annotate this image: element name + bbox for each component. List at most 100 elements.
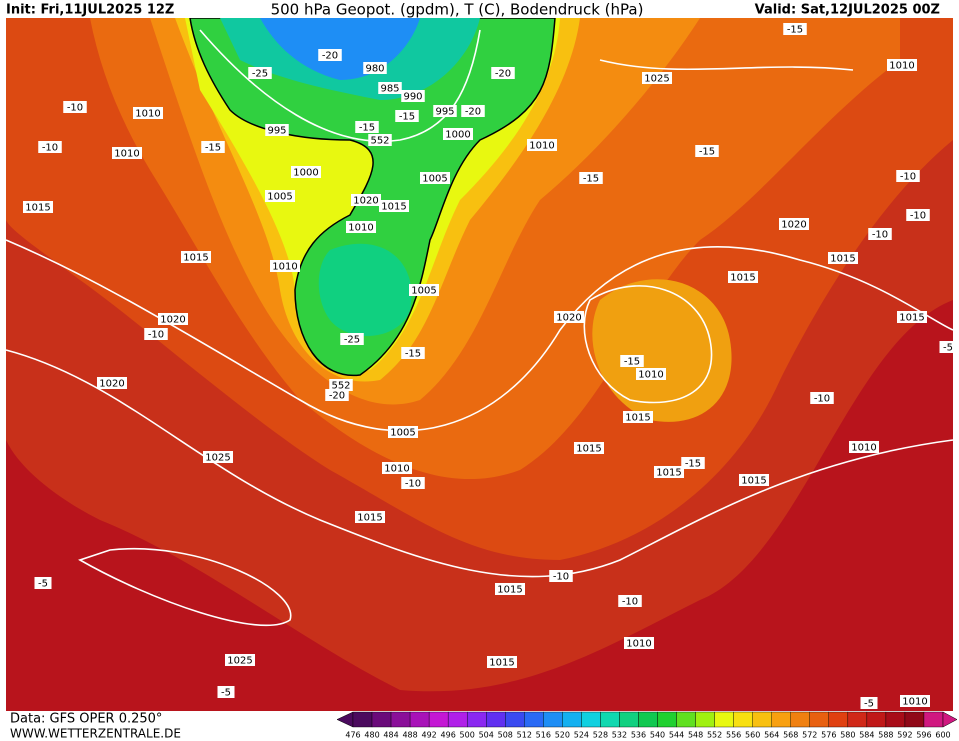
map-label: 1015 — [357, 513, 382, 524]
scale-label: 584 — [859, 731, 874, 740]
scale-swatch — [847, 711, 868, 728]
label-box — [828, 252, 858, 264]
label-box — [409, 284, 439, 296]
label-box — [554, 311, 584, 323]
map-label: -10 — [910, 211, 926, 222]
map-label: 1005 — [390, 428, 415, 439]
map-label: -15 — [583, 174, 599, 185]
map-label: 1015 — [489, 658, 514, 669]
label-box — [112, 147, 142, 159]
label-box — [487, 656, 517, 668]
label-box — [355, 121, 379, 133]
scale-swatch — [600, 711, 620, 728]
label-box — [270, 260, 300, 272]
scale-label: 552 — [707, 731, 722, 740]
label-box — [618, 595, 642, 607]
scale-swatch — [581, 711, 601, 728]
valid-time: Valid: Sat,12JUL2025 00Z — [755, 3, 940, 18]
scale-swatch — [352, 711, 373, 728]
map-label: 1020 — [556, 313, 581, 324]
label-box — [642, 72, 672, 84]
map-label: 995 — [267, 126, 286, 137]
init-time: Init: Fri,11JUL2025 12Z — [6, 3, 174, 18]
label-box — [225, 654, 255, 666]
label-box — [495, 583, 525, 595]
isobars — [5, 29, 954, 627]
scale-swatch — [562, 711, 582, 728]
label-box — [23, 201, 53, 213]
scale-label: 492 — [421, 731, 436, 740]
label-box — [636, 368, 666, 380]
map-label: -15 — [699, 147, 715, 158]
label-box — [265, 190, 295, 202]
label-box — [420, 172, 450, 184]
map-label: 1015 — [381, 202, 406, 213]
map-label: -5 — [864, 699, 874, 710]
label-box — [401, 90, 425, 102]
scale-label: 524 — [574, 731, 589, 740]
map-title: 500 hPa Geopot. (gpdm), T (C), Bodendruc… — [271, 1, 644, 19]
label-box — [201, 141, 225, 153]
scale-label: 476 — [345, 731, 360, 740]
label-box — [574, 442, 604, 454]
map-label: -20 — [322, 51, 338, 62]
scale-swatch — [866, 711, 887, 728]
label-box — [433, 105, 457, 117]
label-box — [340, 333, 364, 345]
label-box — [351, 194, 381, 206]
scale-label: 516 — [536, 731, 551, 740]
scale-label: 588 — [878, 731, 893, 740]
map-label: 1010 — [384, 464, 409, 475]
map-label: 1005 — [411, 286, 436, 297]
label-box — [378, 82, 402, 94]
scale-swatch — [904, 711, 925, 728]
scale-arrow-right — [942, 711, 958, 728]
label-box — [896, 170, 920, 182]
site-name: WWW.WETTERZENTRALE.DE — [10, 727, 181, 741]
map-label: -20 — [329, 391, 345, 402]
scale-swatch — [733, 711, 753, 728]
label-box — [401, 347, 425, 359]
scale-swatch — [447, 711, 468, 728]
scale-swatch — [676, 711, 696, 728]
label-box — [63, 101, 87, 113]
scale-label: 560 — [745, 731, 760, 740]
map-label: -15 — [787, 25, 803, 36]
label-box — [265, 124, 289, 136]
map-label: 1000 — [445, 130, 470, 141]
map-label: 552 — [331, 381, 350, 392]
label-box — [217, 686, 235, 698]
map-label: -5 — [38, 579, 48, 590]
map-label: 1020 — [160, 315, 185, 326]
map-label: 1020 — [99, 379, 124, 390]
map-label: 1010 — [348, 223, 373, 234]
map-label: 552 — [370, 136, 389, 147]
color-scale: 476 480 484 488 492 496 500 504 508 512 516 520 524 5… — [336, 711, 958, 740]
scale-swatch — [428, 711, 449, 728]
map-label: 1020 — [781, 220, 806, 231]
map-label: -15 — [359, 123, 375, 134]
scale-swatch — [505, 711, 525, 728]
label-box — [897, 311, 927, 323]
map-label: 1015 — [625, 413, 650, 424]
scale-label: 564 — [764, 731, 779, 740]
map-label: 980 — [365, 64, 384, 75]
scale-label: 520 — [555, 731, 570, 740]
map-label: 1015 — [741, 476, 766, 487]
map-label: 1015 — [183, 253, 208, 264]
scale-swatch — [885, 711, 906, 728]
map-label: 1010 — [638, 370, 663, 381]
scale-swatch — [809, 711, 830, 728]
map-label: -15 — [405, 349, 421, 360]
scale-label: 568 — [783, 731, 798, 740]
map-label: 1005 — [422, 174, 447, 185]
label-box — [395, 110, 419, 122]
scale-swatch — [752, 711, 772, 728]
map-label: -15 — [205, 143, 221, 154]
map-label: -10 — [148, 330, 164, 341]
map-label: -20 — [495, 69, 511, 80]
map-label: 1025 — [205, 453, 230, 464]
label-box — [623, 411, 653, 423]
map-label: -25 — [344, 335, 360, 346]
